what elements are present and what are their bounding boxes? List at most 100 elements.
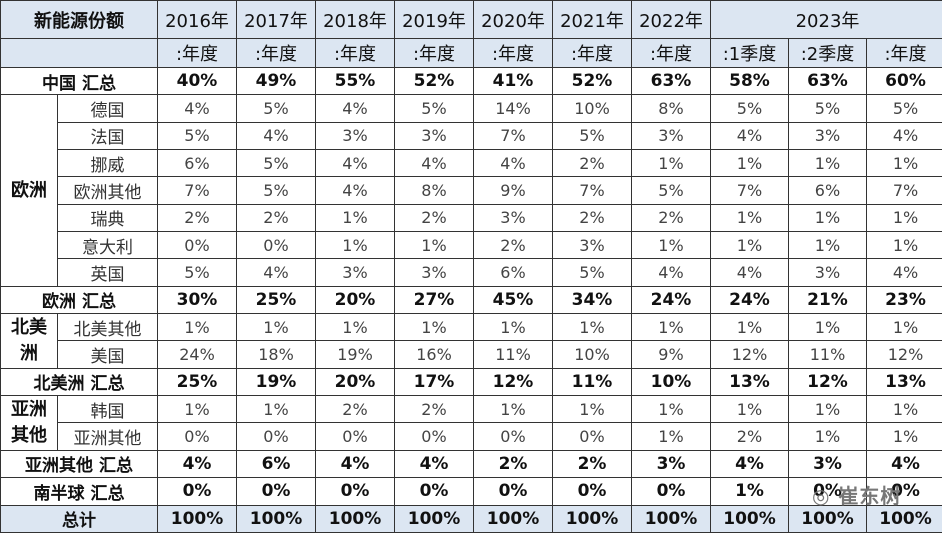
summary-value: 100% xyxy=(631,504,711,533)
summary-label: 亚洲其他 汇总 xyxy=(0,449,158,479)
cell-value: 1% xyxy=(865,395,942,424)
cell-value: 6% xyxy=(157,149,237,178)
cell-value: 0% xyxy=(315,422,395,451)
summary-value: 17% xyxy=(394,367,474,397)
summary-value: 0% xyxy=(473,477,553,506)
summary-value: 13% xyxy=(865,367,942,397)
summary-value: 12% xyxy=(473,367,553,397)
cell-value: 5% xyxy=(631,176,711,205)
summary-value: 12% xyxy=(788,367,867,397)
data-row: 法国 5% 4% 3% 3% 7% 5% 3% 4% 3% 4% xyxy=(1,121,942,151)
group-label: 北美洲 xyxy=(0,313,58,369)
summary-value: 100% xyxy=(788,504,867,533)
cell-value: 12% xyxy=(865,340,942,369)
summary-value: 60% xyxy=(865,66,942,96)
summary-value: 49% xyxy=(236,66,316,96)
summary-value: 0% xyxy=(394,477,474,506)
summary-value: 100% xyxy=(710,504,789,533)
cell-value: 2% xyxy=(552,149,632,178)
summary-value: 10% xyxy=(631,367,711,397)
row-label: 德国 xyxy=(57,94,158,123)
cell-value: 5% xyxy=(710,94,789,123)
data-row: 欧洲 德国 4% 5% 4% 5% 14% 10% 8% 5% 5% 5% xyxy=(0,94,942,287)
cell-value: 0% xyxy=(236,422,316,451)
summary-value: 0% xyxy=(236,477,316,506)
cell-value: 1% xyxy=(788,395,867,424)
summary-value: 27% xyxy=(394,285,474,315)
summary-value: 63% xyxy=(788,66,867,96)
cell-value: 4% xyxy=(631,258,711,287)
cell-value: 3% xyxy=(788,121,867,151)
summary-value: 100% xyxy=(865,504,942,533)
year-header: 2023年 xyxy=(709,0,942,39)
cell-value: 5% xyxy=(236,149,316,178)
row-label: 韩国 xyxy=(57,395,158,424)
summary-row: 南半球 汇总 0% 0% 0% 0% 0% 0% 0% 1% 0% 0% xyxy=(0,477,942,506)
data-row: 意大利 0% 0% 1% 1% 2% 3% 1% 1% 1% 1% xyxy=(1,231,942,260)
period-header: :2季度 xyxy=(788,38,867,68)
cell-value: 1% xyxy=(631,313,711,342)
summary-value: 100% xyxy=(236,504,316,533)
cell-value: 0% xyxy=(473,422,553,451)
cell-value: 1% xyxy=(710,313,789,342)
cell-value: 0% xyxy=(552,422,632,451)
cell-value: 4% xyxy=(315,149,395,178)
summary-value: 100% xyxy=(552,504,632,533)
summary-value: 24% xyxy=(631,285,711,315)
period-header: :年度 xyxy=(552,38,632,68)
cell-value: 4% xyxy=(710,121,789,151)
summary-value: 19% xyxy=(236,367,316,397)
cell-value: 12% xyxy=(710,340,789,369)
summary-value: 20% xyxy=(315,285,395,315)
cell-value: 14% xyxy=(473,94,553,123)
cell-value: 1% xyxy=(865,313,942,342)
data-row: 挪威 6% 5% 4% 4% 4% 2% 1% 1% 1% 1% xyxy=(1,149,942,178)
cell-value: 11% xyxy=(473,340,553,369)
watermark-text: 崔东树 xyxy=(838,484,902,508)
cell-value: 1% xyxy=(315,313,395,342)
summary-value: 0% xyxy=(552,477,632,506)
summary-value: 4% xyxy=(315,449,395,479)
cell-value: 1% xyxy=(394,313,474,342)
cell-value: 3% xyxy=(473,203,553,233)
cell-value: 0% xyxy=(157,422,237,451)
cell-value: 7% xyxy=(710,176,789,205)
data-row: 美国 24% 18% 19% 16% 11% 10% 9% 12% 11% 12% xyxy=(1,340,942,369)
cell-value: 1% xyxy=(631,422,711,451)
cell-value: 16% xyxy=(394,340,474,369)
summary-row: 欧洲 汇总 30% 25% 20% 27% 45% 34% 24% 24% 21% 23% xyxy=(0,285,942,315)
cell-value: 0% xyxy=(157,231,237,260)
summary-label: 北美洲 汇总 xyxy=(0,367,158,397)
cell-value: 8% xyxy=(394,176,474,205)
cell-value: 1% xyxy=(394,231,474,260)
summary-value: 4% xyxy=(157,449,237,479)
cell-value: 1% xyxy=(157,313,237,342)
group-label: 亚洲其他 xyxy=(0,395,58,451)
summary-value: 41% xyxy=(473,66,553,96)
cell-value: 2% xyxy=(236,203,316,233)
period-header: :年度 xyxy=(631,38,711,68)
cell-value: 4% xyxy=(394,149,474,178)
cell-value: 1% xyxy=(473,395,553,424)
cell-value: 4% xyxy=(865,121,942,151)
cell-value: 1% xyxy=(473,313,553,342)
header-row: 新能源份额 2016年 2017年 2018年 2019年 2020年 2021年 2022… xyxy=(0,0,942,39)
cell-value: 1% xyxy=(788,149,867,178)
year-header: 2017年 xyxy=(236,0,316,39)
cell-value: 11% xyxy=(788,340,867,369)
summary-value: 55% xyxy=(315,66,395,96)
year-header: 2018年 xyxy=(315,0,395,39)
cell-value: 2% xyxy=(394,203,474,233)
cell-value: 24% xyxy=(157,340,237,369)
summary-row: 总计 100% 100% 100% 100% 100% 100% 100% 100% 100% 10… xyxy=(0,504,942,533)
summary-label: 欧洲 汇总 xyxy=(0,285,158,315)
cell-value: 5% xyxy=(865,94,942,123)
cell-value: 4% xyxy=(315,94,395,123)
cell-value: 7% xyxy=(157,176,237,205)
cell-value: 19% xyxy=(315,340,395,369)
table-title: 新能源份额 xyxy=(0,0,158,39)
summary-value: 1% xyxy=(710,477,789,506)
cell-value: 7% xyxy=(865,176,942,205)
